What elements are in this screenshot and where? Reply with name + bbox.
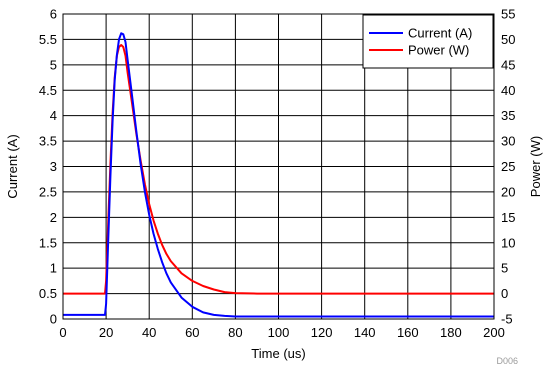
y-tick-label: 1 bbox=[50, 261, 57, 276]
x-tick-label: 120 bbox=[311, 325, 333, 340]
y2-tick-label: 45 bbox=[501, 57, 515, 72]
y2-tick-label: 30 bbox=[501, 134, 515, 149]
legend-label-current: Current (A) bbox=[408, 26, 472, 41]
tick-labels: 0 20 40 60 80 100 120 140 160 180 20000.511.522.53… bbox=[39, 7, 516, 341]
plot-frame bbox=[62, 13, 495, 320]
series-line-current bbox=[63, 32, 494, 318]
y-tick-label: 0.5 bbox=[39, 286, 57, 301]
y-tick-label: 5 bbox=[50, 57, 57, 72]
y-tick-label: 3 bbox=[50, 159, 57, 174]
figure-code: D006 bbox=[496, 356, 518, 366]
y2-tick-label: 10 bbox=[501, 235, 515, 250]
y2-tick-label: 55 bbox=[501, 7, 515, 22]
y-tick-label: 0 bbox=[50, 312, 57, 327]
x-axis-title: Time (us) bbox=[251, 346, 305, 361]
y2-tick-label: 15 bbox=[501, 210, 515, 225]
x-tick-label: 40 bbox=[142, 325, 156, 340]
x-tick-label: 180 bbox=[440, 325, 462, 340]
y2-axis-title: Power (W) bbox=[528, 136, 543, 197]
x-tick-label: 80 bbox=[228, 325, 242, 340]
x-tick-label: 100 bbox=[268, 325, 290, 340]
y-tick-label: 6 bbox=[50, 7, 57, 22]
y2-tick-label: 5 bbox=[501, 261, 508, 276]
x-tick-label: 160 bbox=[397, 325, 419, 340]
y-tick-label: 4.5 bbox=[39, 83, 57, 98]
y-axis-title: Current (A) bbox=[5, 134, 20, 198]
y-tick-label: 2.5 bbox=[39, 184, 57, 199]
x-tick-label: 60 bbox=[185, 325, 199, 340]
y2-tick-label: 20 bbox=[501, 184, 515, 199]
y-tick-label: 1.5 bbox=[39, 235, 57, 250]
x-tick-label: 0 bbox=[59, 325, 66, 340]
y2-tick-label: 25 bbox=[501, 159, 515, 174]
y2-tick-label: -5 bbox=[501, 312, 513, 327]
y2-tick-label: 40 bbox=[501, 83, 515, 98]
y2-tick-label: 50 bbox=[501, 32, 515, 47]
legend: Current (A) Power (W) bbox=[362, 14, 494, 69]
x-tick-label: 200 bbox=[483, 325, 505, 340]
y-tick-label: 2 bbox=[50, 210, 57, 225]
series-lines bbox=[63, 32, 494, 318]
y-tick-label: 5.5 bbox=[39, 32, 57, 47]
y-tick-label: 4 bbox=[50, 108, 57, 123]
y-tick-label: 3.5 bbox=[39, 134, 57, 149]
y2-tick-label: 0 bbox=[501, 286, 508, 301]
x-tick-label: 140 bbox=[354, 325, 376, 340]
legend-label-power: Power (W) bbox=[408, 43, 469, 58]
y2-tick-label: 35 bbox=[501, 108, 515, 123]
x-tick-label: 20 bbox=[99, 325, 113, 340]
legend-box bbox=[362, 14, 494, 69]
